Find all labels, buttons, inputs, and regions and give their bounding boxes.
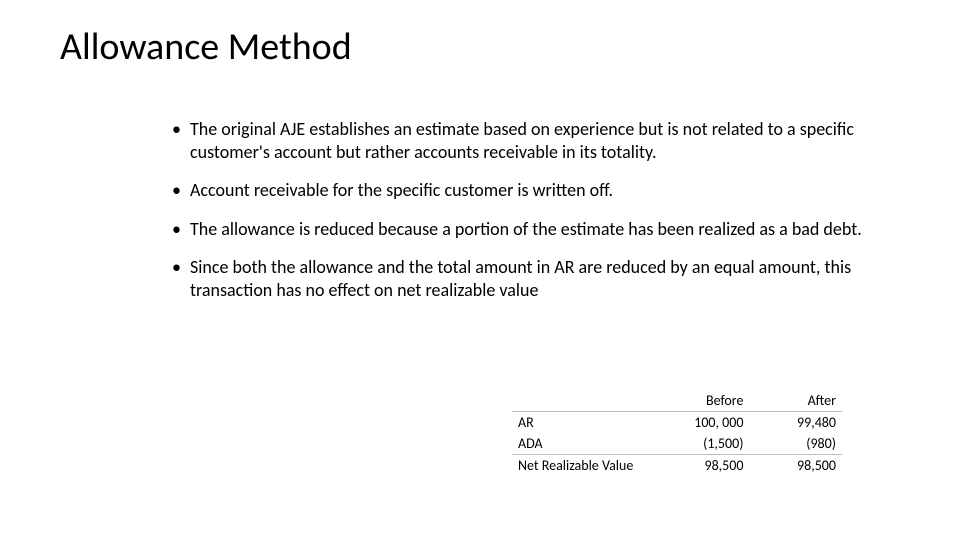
table-row-total: Net Realizable Value 98,500 98,500 [512, 455, 842, 477]
bullet-list: The original AJE establishes an estimate… [172, 118, 872, 317]
table-cell-label: ADA [512, 433, 657, 455]
table-cell-before: 100, 000 [657, 412, 750, 434]
table-row: ADA (1,500) (980) [512, 433, 842, 455]
table-header-cell [512, 390, 657, 412]
table-cell-before: 98,500 [657, 455, 750, 477]
table-cell-before: (1,500) [657, 433, 750, 455]
slide-title: Allowance Method [60, 24, 352, 70]
table-header-row: Before After [512, 390, 842, 412]
slide: Allowance Method The original AJE establ… [0, 0, 960, 540]
nrv-table: Before After AR 100, 000 99,480 ADA (1,5… [512, 390, 842, 476]
table-header-cell: Before [657, 390, 750, 412]
table-header-cell: After [749, 390, 842, 412]
bullet-item: Since both the allowance and the total a… [172, 256, 872, 301]
bullet-item: Account receivable for the specific cust… [172, 179, 872, 202]
table-row: AR 100, 000 99,480 [512, 412, 842, 434]
bullet-item: The original AJE establishes an estimate… [172, 118, 872, 163]
table-cell-after: (980) [749, 433, 842, 455]
bullet-item: The allowance is reduced because a porti… [172, 218, 872, 241]
table-cell-after: 98,500 [749, 455, 842, 477]
nrv-table-wrap: Before After AR 100, 000 99,480 ADA (1,5… [512, 390, 842, 476]
table-cell-after: 99,480 [749, 412, 842, 434]
table-cell-label: Net Realizable Value [512, 455, 657, 477]
table-cell-label: AR [512, 412, 657, 434]
